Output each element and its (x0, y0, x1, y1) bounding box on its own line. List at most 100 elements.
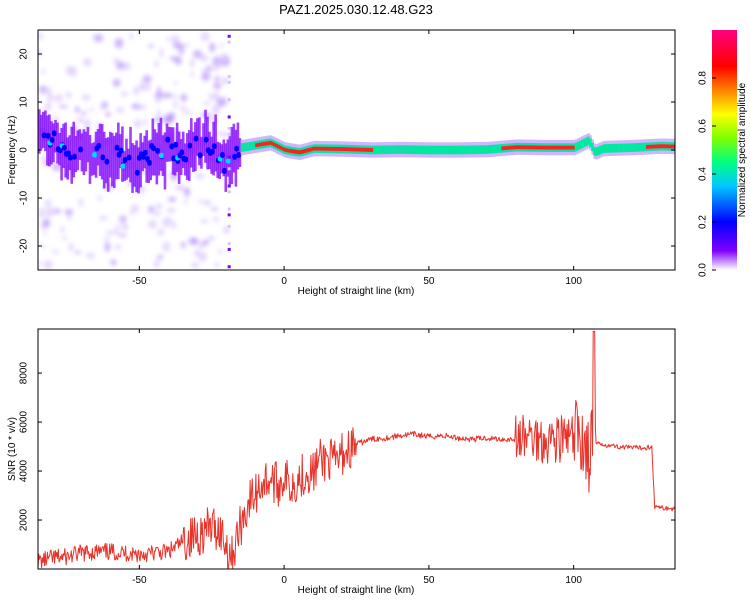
snr-series-line (38, 330, 675, 569)
spectrogram-noise-blob (120, 91, 129, 97)
spectrogram-band-cell (167, 126, 171, 162)
spectrogram-peak (45, 132, 51, 139)
spectrogram-noise-blob (68, 243, 74, 252)
spectrogram-ridge-cell (613, 143, 617, 153)
spectrogram-noise-blob (38, 207, 46, 219)
spectrogram-core-cell (660, 144, 663, 149)
spectrogram-noise-blob (115, 243, 121, 250)
spectrogram-noise-blob (41, 244, 47, 248)
spectrogram-core-cell (656, 144, 659, 149)
spectrogram-band-cell (54, 119, 57, 153)
spectrogram-core-cell (560, 145, 563, 150)
spectrogram-band-cell (117, 122, 120, 180)
spectrogram-noise-blob (180, 241, 187, 249)
spectrogram-ridge-cell (429, 145, 432, 155)
spectrogram-band-cell (72, 121, 76, 178)
spectrogram-peak (236, 151, 242, 158)
spectrogram-band (38, 34, 675, 269)
spectrogram-noise-blob (216, 97, 226, 108)
spectrogram-noise-blob (210, 65, 220, 72)
spectrogram-ridge-cell (402, 145, 406, 154)
colorbar-tick-label: 0.2 (698, 215, 709, 229)
spectrogram-core-cell (269, 140, 272, 145)
spectrogram-noise-blob (80, 111, 88, 116)
spectrogram-ridge-cell (483, 145, 487, 154)
spectrogram-stripe-cell (227, 132, 231, 136)
spectrogram-band-cell (204, 109, 207, 163)
spectrogram-noise-blob (76, 116, 85, 124)
spectrogram-peak (96, 142, 102, 149)
spectrogram-band-cell (102, 131, 106, 189)
spectrogram-band-cell (106, 137, 110, 192)
spectrogram-band-cell (38, 109, 41, 154)
spectrogram-band-cell (110, 132, 114, 187)
spectrogram-noise-blob (46, 94, 55, 102)
spectrogram-ridge-cell (463, 145, 467, 155)
spectrogram-noise-blob (183, 199, 188, 205)
spectrogram-core-cell (549, 145, 553, 150)
spectrogram-noise-blob (142, 75, 152, 84)
snr-y-axis: 2000 4000 6000 8000 (19, 362, 675, 531)
spectrogram-stripe-cell (227, 207, 231, 211)
spectrogram-ridge-cell (386, 145, 390, 155)
spectrogram-band-cell (232, 123, 236, 173)
spectrogram-ridge-cell (410, 145, 414, 155)
spectrogram-noise-blob (211, 104, 221, 115)
spectrogram-noise-blob (42, 231, 48, 236)
spectrogram-stripe-cell (227, 224, 231, 228)
spectrogram-noise-blob (122, 62, 131, 71)
spectrogram-band-cell (131, 143, 134, 193)
spectrogram-peak (49, 136, 55, 143)
spectrogram-peak (183, 156, 189, 163)
spectrogram-noise-blob (169, 55, 175, 61)
spectrogram-ridge-cell (496, 144, 499, 154)
spectrogram-core-cell (265, 141, 268, 146)
spectrogram-core-cell (568, 145, 571, 150)
spectrogram-core-cell (529, 145, 533, 150)
spectrogram-noise-blob (82, 57, 92, 67)
spectrogram-band-cell (60, 127, 63, 181)
spectrogram-ridge-cell (437, 145, 440, 155)
spectrogram-noise-blob (170, 34, 180, 44)
spectrogram-noise-blob (137, 104, 147, 111)
spectrogram-core-cell (564, 145, 567, 150)
spectrogram-peak (61, 144, 67, 151)
spectrogram-core-cell (648, 144, 651, 149)
spectrogram-band-cell (88, 135, 92, 184)
spectrogram-ridge-cell (601, 144, 605, 154)
chart1-x-tick-label: -50 (132, 575, 147, 586)
spectrogram-core-cell (570, 145, 573, 150)
spectrogram-stripe-cell (227, 213, 231, 217)
spectrogram-core-cell (572, 145, 575, 150)
spectrogram-core-cell (285, 148, 288, 153)
spectrogram-ridge-cell (639, 142, 643, 152)
spectrogram-noise-blob (45, 101, 52, 111)
spectrogram-x-axis: -50 0 50 100 (132, 30, 582, 287)
spectrogram-core-cell (313, 146, 317, 151)
spectrogram-core-cell (332, 146, 335, 151)
spectrogram-noise-blob (190, 262, 200, 269)
spectrogram-core-cell (562, 145, 565, 150)
spectrogram-noise-blob (173, 81, 178, 85)
spectrogram-noise-blob (219, 43, 225, 48)
spectrogram-noise-blob (156, 254, 164, 260)
spectrogram-ridge-cell (431, 145, 434, 155)
spectrogram-core-cell (320, 146, 323, 151)
spectrogram-ridge-cell (394, 145, 398, 154)
spectrogram-ridge-cell (477, 145, 481, 154)
spectrogram-noise-blob (174, 185, 184, 189)
spectrogram-core-cell (523, 145, 526, 150)
spectrogram-ridge-cell (404, 145, 408, 154)
spectrogram-x-label: Height of straight line (km) (298, 286, 415, 297)
spectrogram-peak (209, 148, 215, 155)
spectrogram-core-cell (342, 147, 345, 151)
spectrogram-peak (134, 169, 140, 176)
spectrogram-noise-blob (162, 92, 172, 99)
spectrogram-band-cell (92, 142, 96, 175)
spectrogram-core-cell (354, 147, 357, 152)
spectrogram-ridge-cell (489, 144, 493, 154)
spectrogram-ridge-cell (579, 140, 582, 150)
spectrogram-core-cell (668, 144, 671, 149)
spectrogram-band-cell (165, 123, 169, 162)
spectrogram-band-cell (40, 114, 43, 150)
